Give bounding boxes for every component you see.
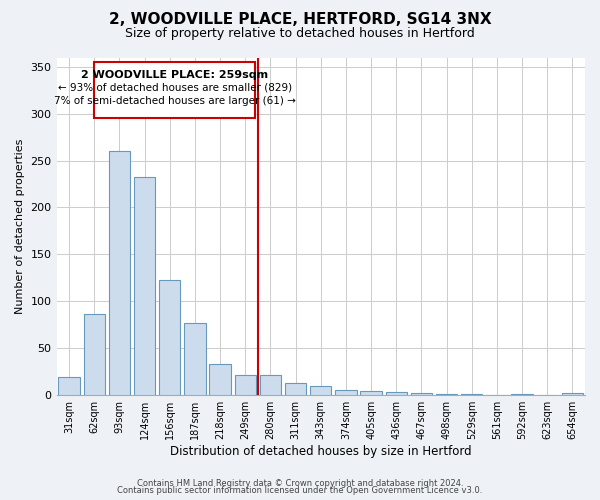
Bar [83,314,105,394]
Text: Contains HM Land Registry data © Crown copyright and database right 2024.: Contains HM Land Registry data © Crown c… [137,478,463,488]
Bar [58,377,80,394]
Bar [386,392,407,394]
Bar [235,375,256,394]
X-axis label: Distribution of detached houses by size in Hertford: Distribution of detached houses by size … [170,444,472,458]
Text: Size of property relative to detached houses in Hertford: Size of property relative to detached ho… [125,28,475,40]
Bar [310,386,331,394]
Y-axis label: Number of detached properties: Number of detached properties [15,138,25,314]
Text: 2 WOODVILLE PLACE: 259sqm: 2 WOODVILLE PLACE: 259sqm [81,70,268,80]
Bar [562,393,583,394]
Bar [109,151,130,394]
Bar [209,364,231,394]
Bar [159,280,181,394]
Bar [260,375,281,394]
Bar [361,391,382,394]
Bar [184,322,206,394]
Text: Contains public sector information licensed under the Open Government Licence v3: Contains public sector information licen… [118,486,482,495]
Bar [285,382,307,394]
FancyBboxPatch shape [94,62,256,118]
Text: ← 93% of detached houses are smaller (829): ← 93% of detached houses are smaller (82… [58,83,292,93]
Bar [134,178,155,394]
Text: 2, WOODVILLE PLACE, HERTFORD, SG14 3NX: 2, WOODVILLE PLACE, HERTFORD, SG14 3NX [109,12,491,28]
Text: 7% of semi-detached houses are larger (61) →: 7% of semi-detached houses are larger (6… [54,96,296,106]
Bar [411,393,432,394]
Bar [335,390,356,394]
